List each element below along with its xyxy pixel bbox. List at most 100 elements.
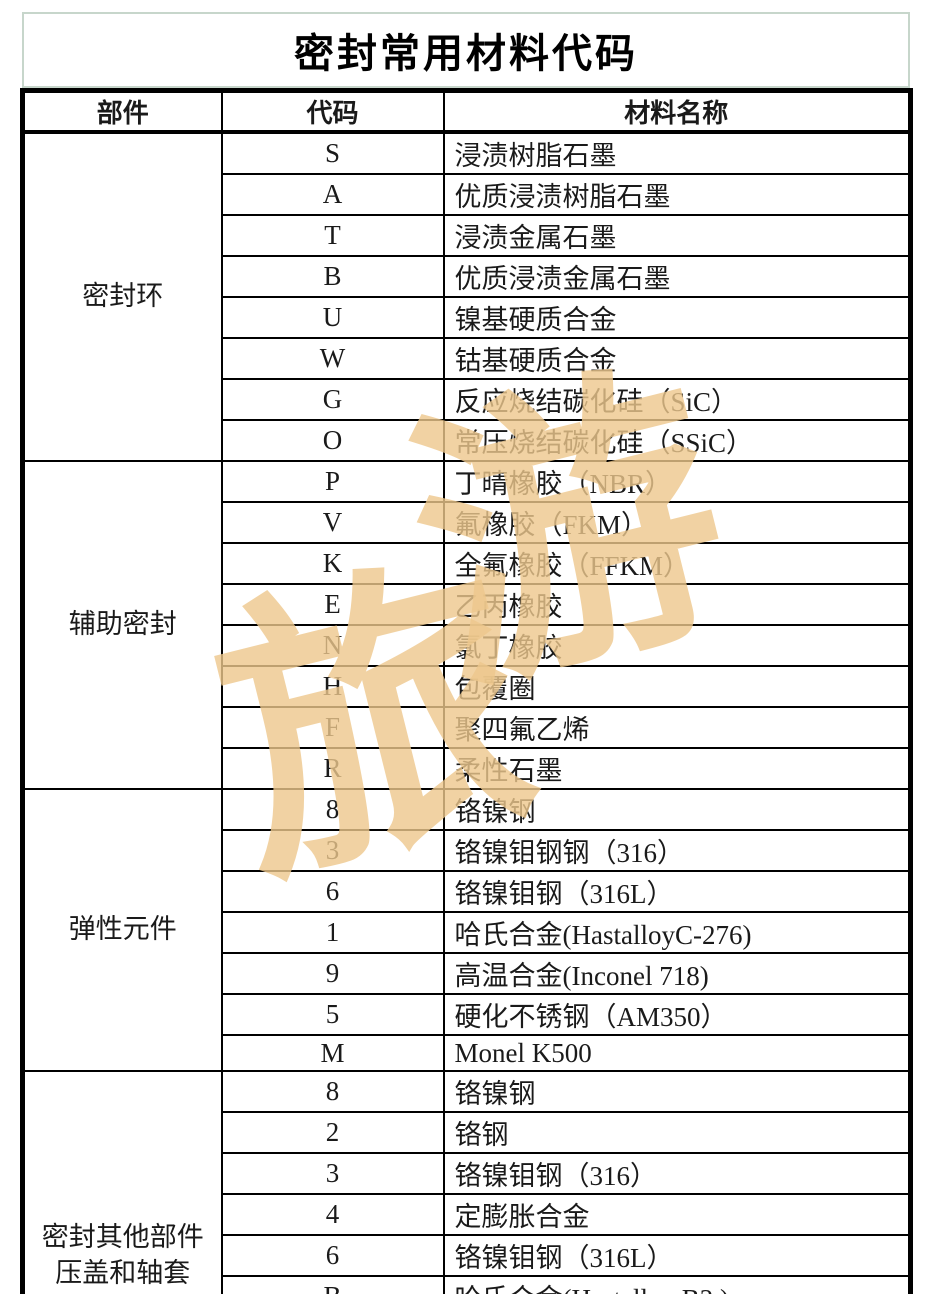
table-row: 5 硬化不锈钢（AM350）	[23, 993, 912, 1036]
material-code-cell: 1	[220, 911, 445, 954]
material-name-cell: 浸渍金属石墨	[442, 214, 912, 257]
title-box: 密封常用材料代码	[22, 12, 910, 88]
material-code-cell: F	[220, 706, 445, 749]
material-code-cell: N	[220, 624, 445, 667]
table-row: 3 铬镍钼钢（316）	[23, 1152, 912, 1195]
material-name-cell: 柔性石墨	[442, 747, 912, 790]
part-group-label: 辅助密封	[68, 609, 177, 640]
material-name-cell: 硬化不锈钢（AM350）	[442, 993, 912, 1036]
material-code-cell: B	[220, 1275, 445, 1294]
material-name-cell: 高温合金(Inconel 718)	[442, 952, 912, 995]
material-code-cell: U	[220, 296, 445, 339]
material-code-cell: S	[220, 131, 445, 175]
table-row: 弹性元件 8 铬镍钢	[21, 788, 912, 1072]
material-name-cell: 铬镍钼钢钢（316）	[442, 829, 912, 872]
material-name-cell: 常压烧结碳化硅（SSiC）	[442, 419, 912, 462]
material-code-cell: P	[220, 460, 445, 503]
table-row: M Monel K500	[23, 1034, 912, 1072]
table-row: U 镍基硬质合金	[23, 296, 912, 339]
material-code-cell: 9	[220, 952, 445, 995]
table-row: 6 铬镍钼钢（316L）	[23, 870, 912, 913]
material-name-cell: 反应烧结碳化硅（SiC）	[442, 378, 912, 421]
table-row: O 常压烧结碳化硅（SSiC）	[23, 419, 912, 462]
material-code-cell: 3	[220, 829, 445, 872]
material-code-cell: G	[220, 378, 445, 421]
material-code-cell: B	[220, 255, 445, 298]
table-body: 密封环 S 浸渍树脂石墨 A 优质浸渍树脂石墨 T 浸渍金属石墨 B 优质浸渍金属石墨 U 镍基硬质…	[21, 131, 912, 1294]
table-row: B 优质浸渍金属石墨	[23, 255, 912, 298]
material-code-cell: M	[220, 1034, 445, 1072]
material-code-cell: R	[220, 747, 445, 790]
material-name-cell: 浸渍树脂石墨	[442, 131, 912, 175]
table-row: G 反应烧结碳化硅（SiC）	[23, 378, 912, 421]
material-code-cell: 3	[220, 1152, 445, 1195]
material-name-cell: Monel K500	[442, 1034, 912, 1072]
material-name-cell: 氯丁橡胶	[442, 624, 912, 667]
col-header-material: 材料名称	[442, 89, 912, 134]
material-name-cell: 包覆圈	[442, 665, 912, 708]
material-code-cell: 8	[220, 1070, 445, 1113]
material-name-cell: 哈氏合金(HastalloyC-276)	[442, 911, 912, 954]
material-name-cell: 全氟橡胶（FFKM）	[442, 542, 912, 585]
material-code-cell: W	[220, 337, 445, 380]
material-name-cell: 铬镍钼钢（316L）	[442, 870, 912, 913]
table-row: K 全氟橡胶（FFKM）	[23, 542, 912, 585]
material-name-cell: 铬镍钢	[442, 1070, 912, 1113]
part-group-label: 压盖和轴套	[55, 1257, 191, 1288]
material-code-cell: 2	[220, 1111, 445, 1154]
table-row: F 聚四氟乙烯	[23, 706, 912, 749]
table-row: E 乙丙橡胶	[23, 583, 912, 626]
table-row: H 包覆圈	[23, 665, 912, 708]
table-row: 密封其他部件 压盖和轴套 8 铬镍钢	[21, 1070, 912, 1294]
col-header-part: 部件	[21, 89, 223, 134]
part-group-label: 弹性元件	[68, 914, 177, 945]
material-name-cell: 铬镍钼钢（316）	[442, 1152, 912, 1195]
material-name-cell: 铬钢	[442, 1111, 912, 1154]
table-row: B哈氏合金(Hastalloy B2 )	[23, 1275, 912, 1294]
table-row: 4 定膨胀合金	[23, 1193, 912, 1236]
material-name-cell: 乙丙橡胶	[442, 583, 912, 626]
material-name-cell: 铬镍钢	[442, 788, 912, 831]
table-row: A 优质浸渍树脂石墨	[23, 173, 912, 216]
material-code-cell: 8	[220, 788, 445, 831]
material-code-cell: 6	[220, 1234, 445, 1277]
table-row: R 柔性石墨	[23, 747, 912, 790]
table-row: T 浸渍金属石墨	[23, 214, 912, 257]
table-row: V 氟橡胶（FKM）	[23, 501, 912, 544]
part-group-label: 密封其他部件	[41, 1222, 204, 1253]
table-row: 辅助密封 P 丁晴橡胶（NBR）	[21, 460, 912, 790]
material-code-cell: 5	[220, 993, 445, 1036]
table-row: 9 高温合金(Inconel 718)	[23, 952, 912, 995]
material-name-cell: 定膨胀合金	[442, 1193, 912, 1236]
material-code-cell: 6	[220, 870, 445, 913]
part-group-cell: 密封其他部件 压盖和轴套	[21, 1070, 223, 1294]
material-name-cell: 丁晴橡胶（NBR）	[442, 460, 912, 503]
material-name-cell: 哈氏合金(Hastalloy B2 )	[442, 1275, 912, 1294]
table-row: 3 铬镍钼钢钢（316）	[23, 829, 912, 872]
part-group-label: 密封环	[82, 281, 164, 312]
part-group-cell: 弹性元件	[21, 788, 223, 1072]
material-code-cell: O	[220, 419, 445, 462]
material-code-cell: K	[220, 542, 445, 585]
material-code-cell: T	[220, 214, 445, 257]
table-row: 2 铬钢	[23, 1111, 912, 1154]
table-row: N 氯丁橡胶	[23, 624, 912, 667]
material-name-cell: 聚四氟乙烯	[442, 706, 912, 749]
col-header-code: 代码	[220, 89, 445, 134]
part-group-cell: 密封环	[21, 131, 223, 462]
table-row: W 钴基硬质合金	[23, 337, 912, 380]
material-code-cell: V	[220, 501, 445, 544]
table-header-row: 部件 代码 材料名称	[21, 89, 912, 134]
material-name-cell: 优质浸渍树脂石墨	[442, 173, 912, 216]
material-name-cell: 优质浸渍金属石墨	[442, 255, 912, 298]
material-code-cell: A	[220, 173, 445, 216]
material-name-cell: 钴基硬质合金	[442, 337, 912, 380]
material-name-cell: 铬镍钼钢（316L）	[442, 1234, 912, 1277]
page-title: 密封常用材料代码	[294, 31, 638, 76]
part-group-cell: 辅助密封	[21, 460, 223, 790]
material-code-cell: E	[220, 583, 445, 626]
table-row: 6 铬镍钼钢（316L）	[23, 1234, 912, 1277]
material-name-cell: 镍基硬质合金	[442, 296, 912, 339]
material-code-cell: H	[220, 665, 445, 708]
table-row: 1 哈氏合金(HastalloyC-276)	[23, 911, 912, 954]
